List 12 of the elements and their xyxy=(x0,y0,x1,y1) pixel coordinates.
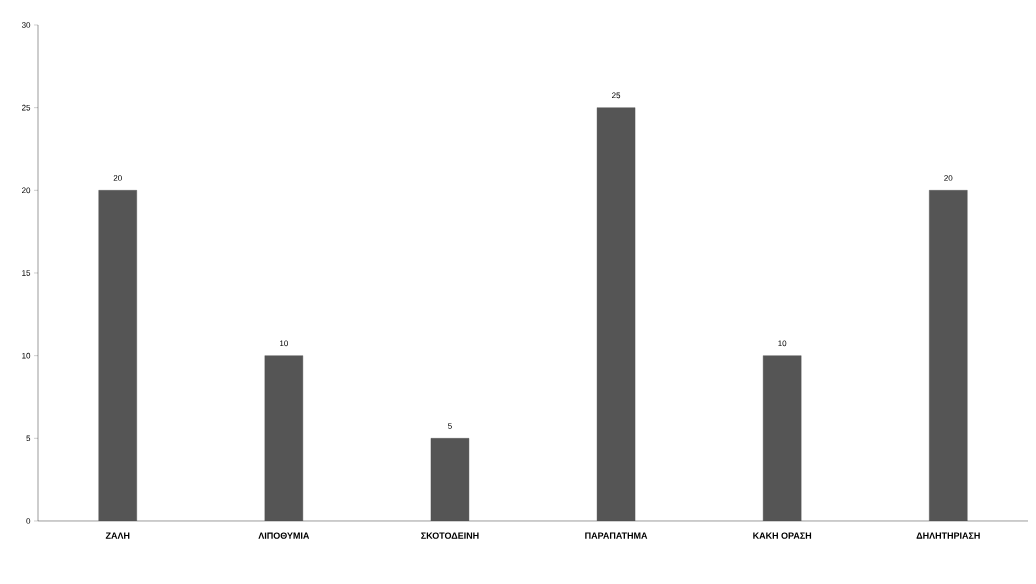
x-tick-label: ΚΑΚΗ ΟΡΑΣΗ xyxy=(753,532,812,539)
x-tick-label: ΖΑΛΗ xyxy=(105,532,130,539)
x-tick-label: ΣΚΟΤΟΔΕΙΝΗ xyxy=(421,532,479,539)
bar xyxy=(264,355,304,521)
x-tick-label: ΠΑΡΑΠΑΤΗΜΑ xyxy=(585,532,648,539)
x-tick-label: ΔΗΛΗΤΗΡΙΑΣΗ xyxy=(916,532,980,539)
bar xyxy=(596,107,636,521)
bar xyxy=(929,190,968,521)
bar xyxy=(430,438,470,521)
bar xyxy=(762,355,802,521)
x-tick-label: ΛΙΠΟΘΥΜΙΑ xyxy=(258,532,310,539)
bar xyxy=(98,190,137,521)
